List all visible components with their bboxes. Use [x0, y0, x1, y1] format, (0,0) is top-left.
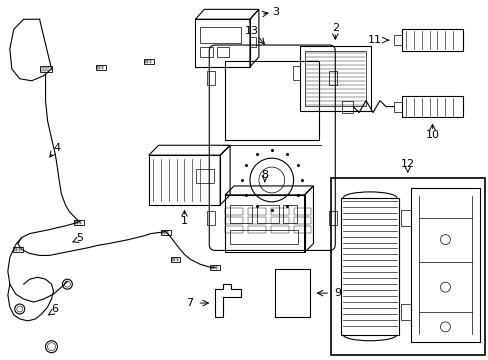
Text: 4: 4	[53, 143, 61, 153]
Text: 12: 12	[400, 159, 414, 169]
Text: 10: 10	[425, 130, 439, 140]
Text: 3: 3	[272, 7, 279, 17]
Text: 11: 11	[367, 35, 381, 45]
Text: 13: 13	[244, 26, 259, 36]
Text: 8: 8	[261, 170, 268, 180]
Text: 9: 9	[334, 288, 341, 298]
Text: 5: 5	[76, 233, 83, 243]
Text: 7: 7	[186, 298, 193, 308]
Text: 2: 2	[331, 23, 338, 33]
Text: 6: 6	[51, 304, 59, 314]
Text: 1: 1	[181, 216, 187, 226]
